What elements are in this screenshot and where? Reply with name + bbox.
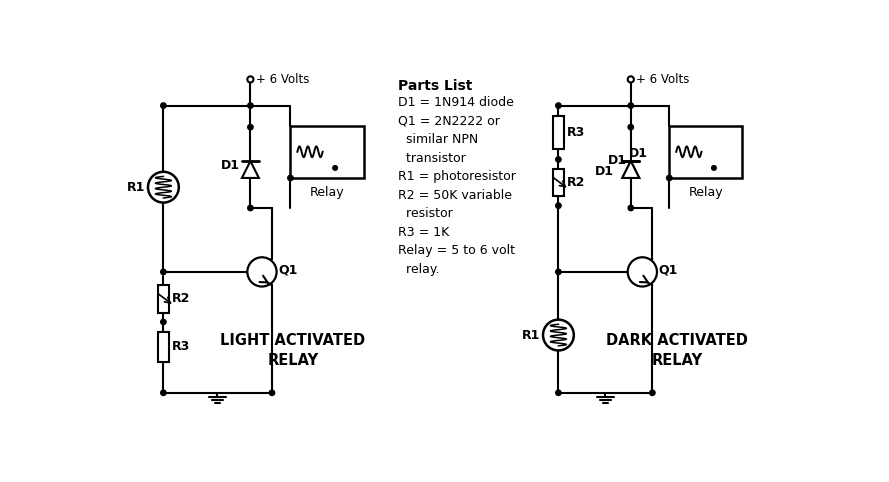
Circle shape: [248, 124, 253, 130]
Text: D1: D1: [629, 147, 647, 160]
Circle shape: [667, 175, 672, 181]
Text: R3: R3: [172, 340, 190, 353]
Circle shape: [247, 257, 276, 286]
Text: D1: D1: [220, 159, 240, 172]
Circle shape: [629, 205, 634, 211]
Bar: [158, 285, 169, 313]
Text: R2: R2: [172, 293, 190, 306]
Circle shape: [288, 175, 293, 181]
Text: + 6 Volts: + 6 Volts: [256, 73, 309, 86]
Circle shape: [543, 320, 573, 350]
Circle shape: [629, 124, 634, 130]
Text: R1: R1: [522, 329, 540, 342]
Text: DARK ACTIVATED
RELAY: DARK ACTIVATED RELAY: [606, 333, 748, 368]
Polygon shape: [622, 161, 639, 178]
Circle shape: [332, 166, 338, 170]
Text: Q1: Q1: [659, 264, 678, 277]
Circle shape: [248, 205, 253, 211]
Circle shape: [629, 103, 634, 108]
Circle shape: [556, 390, 561, 396]
Circle shape: [161, 319, 166, 325]
Text: R3: R3: [567, 126, 585, 139]
Text: D1: D1: [595, 165, 613, 178]
Text: D1 = 1N914 diode
Q1 = 2N2222 or
  similar NPN
  transistor
R1 = photoresistor
R2: D1 = 1N914 diode Q1 = 2N2222 or similar …: [398, 96, 517, 276]
Circle shape: [556, 203, 561, 208]
Circle shape: [556, 103, 561, 108]
Text: Parts List: Parts List: [398, 80, 473, 94]
Bar: [553, 169, 564, 197]
Bar: [158, 332, 169, 362]
Text: R1: R1: [126, 181, 145, 194]
Text: LIGHT ACTIVATED
RELAY: LIGHT ACTIVATED RELAY: [220, 333, 365, 368]
Circle shape: [556, 269, 561, 275]
Bar: [291, 126, 364, 178]
Circle shape: [711, 166, 717, 170]
Circle shape: [148, 172, 179, 202]
Text: + 6 Volts: + 6 Volts: [637, 73, 690, 86]
Circle shape: [161, 269, 166, 275]
Circle shape: [650, 390, 655, 396]
Polygon shape: [622, 161, 639, 178]
Circle shape: [161, 390, 166, 396]
Circle shape: [269, 390, 275, 396]
Circle shape: [247, 76, 253, 82]
Text: R2: R2: [567, 176, 585, 189]
Circle shape: [628, 257, 657, 286]
Text: Relay: Relay: [689, 186, 723, 199]
Circle shape: [628, 76, 634, 82]
Circle shape: [556, 157, 561, 162]
Text: Q1: Q1: [278, 264, 298, 277]
Circle shape: [248, 103, 253, 108]
Polygon shape: [242, 161, 259, 178]
Text: Relay: Relay: [309, 186, 344, 199]
Text: D1: D1: [608, 154, 627, 167]
Bar: [669, 126, 742, 178]
Circle shape: [161, 103, 166, 108]
Bar: [553, 116, 564, 149]
